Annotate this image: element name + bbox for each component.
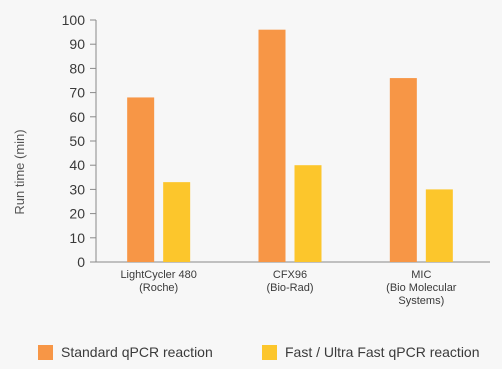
legend-label-standard: Standard qPCR reaction xyxy=(61,344,213,360)
y-tick-label: 80 xyxy=(69,60,85,76)
bar-fast-0 xyxy=(163,182,191,262)
legend-item-fast: Fast / Ultra Fast qPCR reaction xyxy=(262,344,480,360)
legend-swatch-fast xyxy=(262,344,277,360)
y-tick-label: 30 xyxy=(69,181,85,197)
legend-label-fast: Fast / Ultra Fast qPCR reaction xyxy=(285,344,480,360)
y-axis-title: Run time (min) xyxy=(12,129,27,214)
y-tick-label: 70 xyxy=(69,85,85,101)
legend: Standard qPCR reaction Fast / Ultra Fast… xyxy=(0,344,502,368)
legend-swatch-standard xyxy=(38,344,53,360)
y-tick-label: 60 xyxy=(69,109,85,125)
y-tick-label: 50 xyxy=(69,133,85,149)
bar-standard-0 xyxy=(127,97,155,262)
y-axis-ticks: 0 10 20 30 40 50 60 70 80 90 100 xyxy=(62,12,96,270)
category-labels: LightCycler 480(Roche) CFX96(Bio-Rad) MIC(… xyxy=(120,269,456,307)
bar-fast-2 xyxy=(425,189,453,262)
legend-item-standard: Standard qPCR reaction xyxy=(38,344,213,360)
x-category-label: LightCycler 480 xyxy=(120,269,196,281)
bar-standard-2 xyxy=(389,78,417,262)
bar-standard-1 xyxy=(258,29,286,263)
bar-fast-1 xyxy=(294,165,322,262)
x-category-label: (Bio-Rad) xyxy=(266,282,313,294)
y-tick-label: 40 xyxy=(69,157,85,173)
y-tick-label: 10 xyxy=(69,230,85,246)
x-category-label: (Bio Molecular xyxy=(386,282,457,294)
y-tick-label: 20 xyxy=(69,206,85,222)
y-tick-label: 90 xyxy=(69,36,85,52)
x-category-label: Systems) xyxy=(398,295,444,307)
x-category-label: MIC xyxy=(411,269,431,281)
y-tick-label: 0 xyxy=(77,254,85,270)
bars xyxy=(127,29,453,263)
y-tick-label: 100 xyxy=(62,12,86,28)
x-category-label: (Roche) xyxy=(139,282,178,294)
x-category-label: CFX96 xyxy=(273,269,307,281)
bar-chart: Run time (min) 0 10 20 30 40 50 60 70 80 90 100 Li… xyxy=(12,12,490,307)
